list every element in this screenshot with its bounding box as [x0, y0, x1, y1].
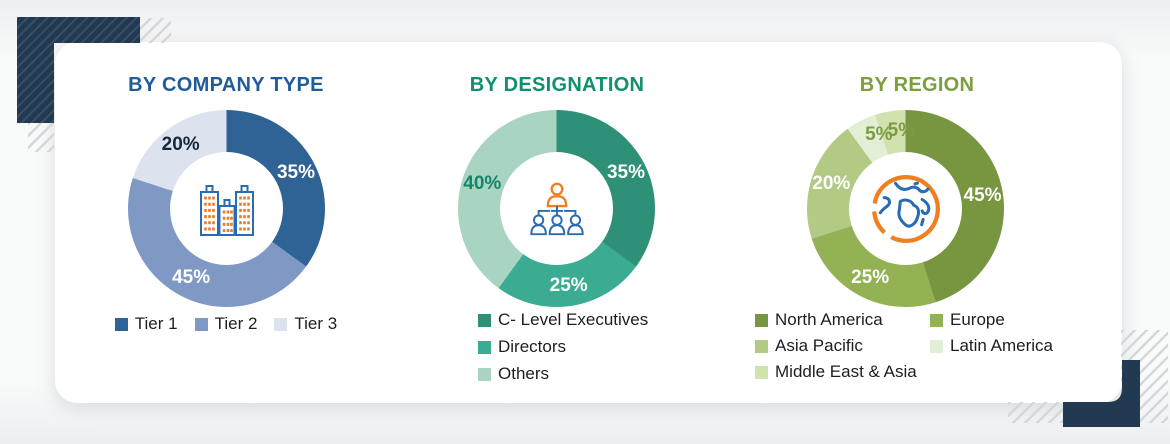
legend-item: Latin America: [930, 336, 1053, 356]
legend-label: Asia Pacific: [775, 336, 863, 355]
legend-item: Others: [478, 364, 648, 384]
chart-title-designation: BY DESIGNATION: [469, 74, 645, 96]
buildings-icon: [199, 184, 254, 236]
slice-label: 5%: [887, 119, 916, 141]
legend-swatch-icon: [755, 339, 768, 353]
legend-item: Asia Pacific: [755, 336, 930, 356]
legend-swatch-icon: [274, 317, 288, 331]
slice-label: 5%: [865, 124, 893, 146]
legend-label: Tier 2: [214, 314, 258, 333]
org-chart-icon: [529, 182, 584, 235]
legend-swatch-icon: [114, 317, 128, 331]
legend-label: Others: [498, 364, 550, 383]
legend-swatch-icon: [478, 367, 491, 381]
slice-label: 40%: [463, 173, 502, 195]
legend-item: Tier 3: [274, 314, 337, 334]
donut-chart-designation: 35% 25% 40%: [458, 110, 655, 307]
legend-company-type: Tier 1 Tier 2 Tier 3: [96, 314, 356, 334]
slice-label: 20%: [161, 134, 200, 156]
legend-label: Tier 3: [294, 314, 338, 333]
slice-label: 45%: [172, 266, 211, 288]
legend-label: North America: [775, 310, 883, 329]
legend-label: Europe: [950, 310, 1005, 329]
corner-bracket-bottom-right: [1063, 360, 1140, 427]
legend-item: Middle East & Asia: [755, 362, 930, 382]
slice-label: 25%: [851, 266, 890, 288]
legend-label: Directors: [498, 337, 567, 356]
hatch-decoration-top-left: [28, 122, 54, 152]
legend-item: C- Level Executives: [478, 310, 648, 330]
legend-swatch-icon: [755, 313, 768, 327]
legend-swatch-icon: [930, 313, 943, 327]
chart-title-company-type: BY COMPANY TYPE: [128, 74, 324, 96]
donut-chart-company-type: 35% 45% 20%: [128, 110, 325, 307]
legend-designation: C- Level Executives Directors Others: [478, 310, 648, 384]
legend-item: Directors: [478, 337, 648, 357]
legend-swatch-icon: [930, 339, 943, 353]
legend-label: C- Level Executives: [498, 310, 649, 329]
legend-swatch-icon: [478, 313, 491, 327]
legend-region: North America Europe Asia Pacific Latin Ame…: [755, 310, 1053, 382]
legend-item: Europe: [930, 310, 1053, 330]
slice-label: 25%: [549, 274, 588, 296]
slice-label: 45%: [963, 185, 1002, 207]
slice-label: 35%: [606, 162, 645, 184]
chart-title-region: BY REGION: [859, 74, 975, 96]
legend-item: North America: [755, 310, 930, 330]
slice-label: 35%: [276, 162, 315, 184]
donut-chart-region: 45% 25% 20% 5% 5%: [807, 110, 1004, 307]
legend-label: Latin America: [950, 336, 1053, 355]
legend-item: Tier 1: [114, 314, 178, 334]
legend-label: Middle East & Asia: [775, 362, 917, 381]
slice-label: 20%: [812, 173, 851, 195]
legend-item: Tier 2: [194, 314, 258, 334]
legend-label: Tier 1: [134, 314, 178, 333]
legend-swatch-icon: [755, 365, 768, 379]
legend-swatch-icon: [478, 340, 491, 354]
globe-icon: [871, 174, 940, 243]
legend-swatch-icon: [194, 317, 208, 331]
